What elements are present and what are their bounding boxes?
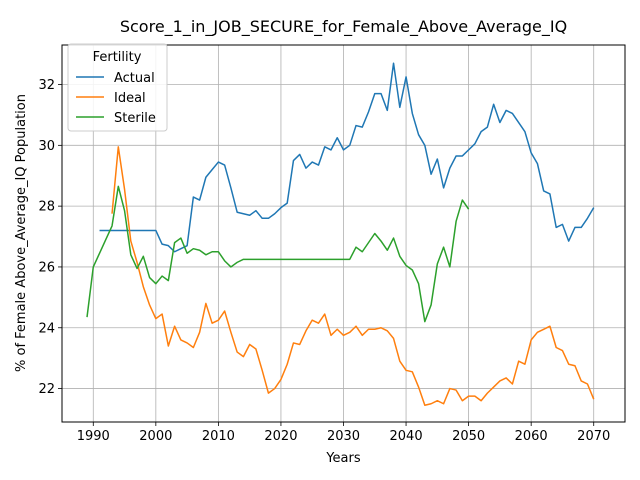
x-tick-label: 2000 [139, 429, 172, 444]
y-axis-label: % of Female Above_Average_IQ Population [14, 94, 29, 372]
y-tick-label: 28 [38, 200, 55, 215]
axis-ticks: 1990 2000 2010 2020 2030 2040 2050 2060 2070 22 24… [38, 78, 610, 444]
x-tick-label: 2050 [452, 429, 485, 444]
legend-label-ideal: Ideal [114, 91, 146, 106]
series-line-ideal [111, 146, 595, 407]
y-tick-label: 22 [38, 382, 55, 397]
x-tick-label: 2070 [577, 429, 610, 444]
grid [62, 45, 625, 422]
legend: Fertility Actual Ideal Sterile [67, 43, 168, 132]
legend-title: Fertility [93, 50, 142, 65]
x-tick-label: 1990 [77, 429, 110, 444]
legend-label-actual: Actual [114, 71, 155, 86]
x-tick-label: 2040 [390, 429, 423, 444]
y-tick-label: 24 [38, 321, 55, 336]
legend-label-sterile: Sterile [114, 111, 156, 126]
series-line-actual [99, 62, 595, 253]
y-tick-label: 32 [38, 78, 55, 93]
x-tick-label: 2060 [515, 429, 548, 444]
series-line-sterile [86, 185, 470, 323]
y-tick-label: 26 [38, 260, 55, 275]
series-lines [86, 62, 595, 407]
chart-title: Score_1_in_JOB_SECURE_for_Female_Above_A… [120, 17, 567, 37]
y-tick-label: 30 [38, 139, 55, 154]
x-tick-label: 2010 [202, 429, 235, 444]
x-tick-label: 2020 [264, 429, 297, 444]
legend-items: Actual Ideal Sterile [76, 71, 156, 126]
x-axis-label: Years [325, 451, 361, 466]
x-tick-label: 2030 [327, 429, 360, 444]
legend-box [67, 43, 168, 132]
